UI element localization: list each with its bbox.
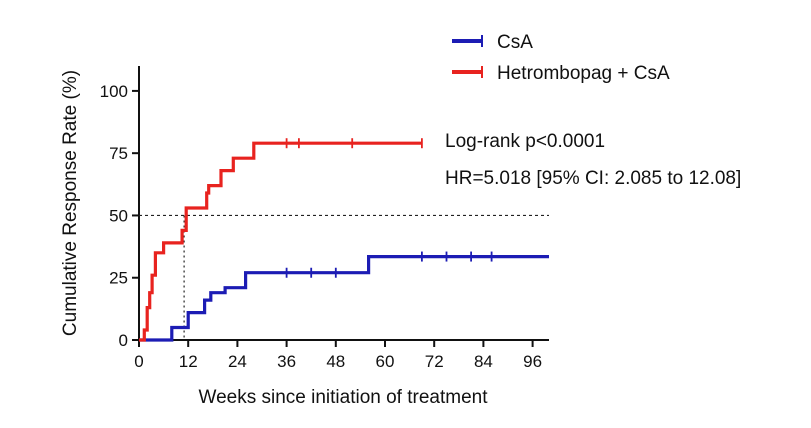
x-tick-label: 84 — [474, 352, 493, 371]
legend-label-hetrombopag-csa: Hetrombopag + CsA — [497, 63, 670, 84]
legend-item-csa: CsA — [452, 32, 533, 53]
x-tick-label: 24 — [228, 352, 247, 371]
y-tick-label: 0 — [119, 331, 128, 350]
annotation-hazard-ratio: HR=5.018 [95% CI: 2.085 to 12.08] — [445, 168, 741, 189]
x-tick-label: 0 — [134, 352, 143, 371]
legend-label-csa: CsA — [497, 32, 533, 53]
axes: 0 25 50 75 100 0 12 24 36 48 60 72 84 96 — [100, 66, 549, 371]
x-tick-label: 36 — [277, 352, 296, 371]
series-line-hetrombopag-csa — [139, 141, 422, 342]
x-tick-label: 60 — [376, 352, 395, 371]
series-layer — [139, 138, 549, 342]
series-hetrombopag-csa — [139, 138, 423, 342]
x-tick-label: 12 — [179, 352, 198, 371]
legend: CsA Hetrombopag + CsA — [452, 32, 670, 84]
reference-lines — [139, 214, 549, 340]
y-tick-label: 25 — [109, 269, 128, 288]
x-tick-label: 96 — [523, 352, 542, 371]
x-axis-title: Weeks since initiation of treatment — [198, 387, 488, 408]
y-tick-label: 100 — [100, 82, 128, 101]
series-csa — [139, 251, 549, 342]
x-tick-label: 48 — [326, 352, 345, 371]
y-tick-label: 75 — [109, 144, 128, 163]
y-tick-label: 50 — [109, 206, 128, 225]
annotation-log-rank: Log-rank p<0.0001 — [445, 131, 605, 152]
x-tick-label: 72 — [425, 352, 444, 371]
legend-item-hetrombopag-csa: Hetrombopag + CsA — [452, 63, 670, 84]
y-axis-title: Cumulative Response Rate (%) — [60, 70, 81, 336]
series-line-csa — [139, 255, 549, 342]
